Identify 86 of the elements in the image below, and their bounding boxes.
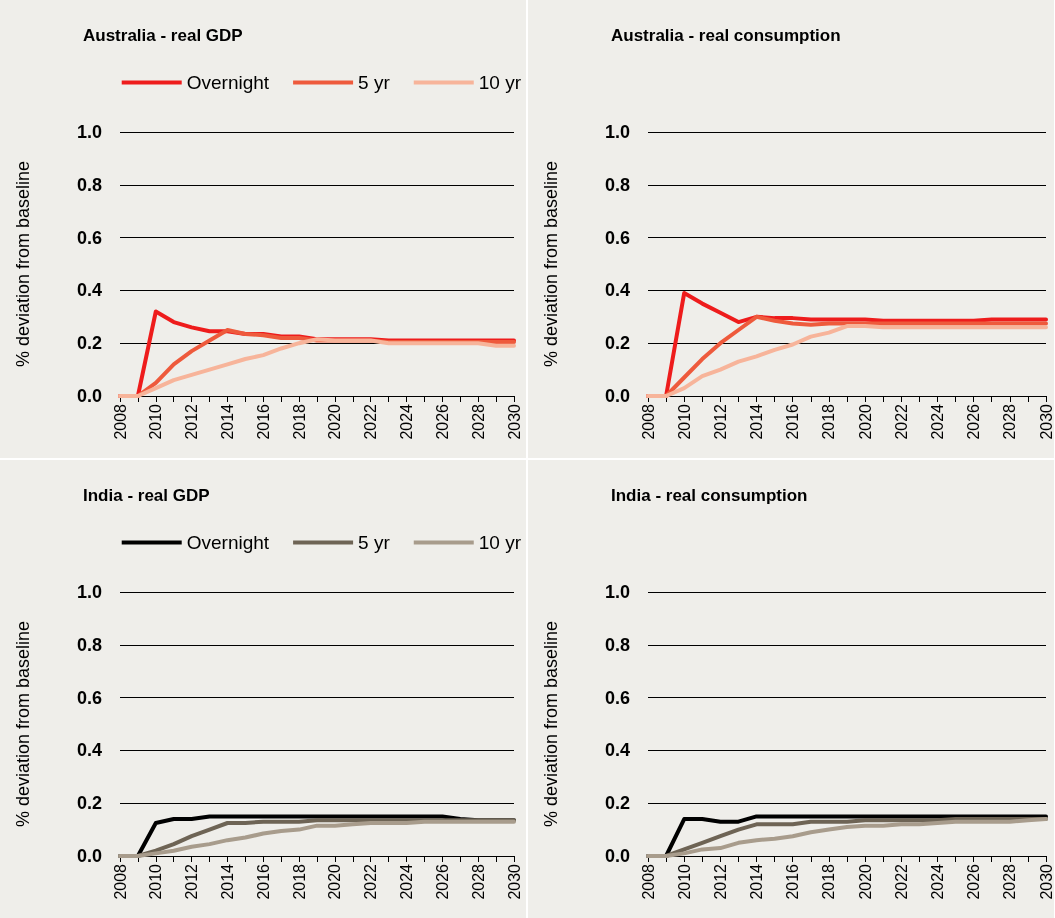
y-tick-label: 0.6 (604, 227, 630, 248)
y-tick-label: 0.6 (76, 227, 102, 248)
y-tick-label: 1.0 (604, 122, 630, 142)
x-tick-label: 2018 (820, 403, 838, 440)
x-tick-label: 2024 (928, 403, 946, 440)
x-tick-label: 2028 (1001, 863, 1019, 900)
y-tick-label: 0.6 (76, 687, 102, 708)
x-tick-label: 2028 (469, 863, 487, 900)
x-tick-label: 2016 (784, 863, 802, 900)
y-tick-label: 0.4 (76, 280, 102, 301)
x-tick-label: 2008 (639, 403, 657, 440)
x-tick-label: 2012 (183, 863, 201, 900)
x-tick-label: 2010 (675, 863, 693, 900)
legend-label: 5 yr (358, 72, 391, 93)
x-tick-label: 2026 (965, 403, 983, 440)
x-tick-label: 2008 (111, 403, 129, 440)
x-tick-label: 2018 (290, 403, 308, 440)
x-tick-label: 2016 (254, 403, 272, 440)
x-tick-label: 2018 (290, 863, 308, 900)
chart-title: Australia - real consumption (611, 26, 841, 45)
y-tick-label: 0.0 (604, 846, 630, 866)
x-tick-label: 2014 (218, 863, 236, 900)
chart-title: Australia - real GDP (83, 26, 243, 45)
x-tick-label: 2012 (711, 403, 729, 440)
y-axis-title: % deviation from baseline (13, 160, 33, 368)
x-tick-label: 2016 (254, 863, 272, 900)
x-tick-label: 2028 (1001, 403, 1019, 440)
y-axis-title: % deviation from baseline (13, 620, 33, 828)
x-tick-label: 2020 (326, 863, 344, 900)
x-tick-label: 2026 (965, 863, 983, 900)
y-tick-label: 0.0 (604, 386, 630, 406)
x-tick-label: 2024 (928, 863, 946, 900)
chart-title: India - real consumption (611, 486, 808, 505)
x-tick-label: 2024 (398, 863, 416, 900)
x-tick-label: 2026 (433, 403, 451, 440)
y-tick-label: 0.2 (604, 333, 630, 354)
x-tick-label: 2014 (218, 403, 236, 440)
y-tick-label: 0.8 (604, 634, 630, 655)
y-tick-label: 1.0 (76, 122, 102, 142)
y-tick-label: 0.4 (604, 740, 630, 761)
y-tick-label: 0.8 (604, 174, 630, 195)
x-tick-label: 2022 (892, 403, 910, 440)
y-tick-label: 0.2 (604, 793, 630, 814)
x-tick-label: 2012 (711, 863, 729, 900)
y-tick-label: 0.4 (76, 740, 102, 761)
legend-label: 10 yr (478, 532, 522, 553)
x-tick-label: 2008 (111, 863, 129, 900)
chart-title: India - real GDP (83, 486, 210, 505)
x-tick-label: 2018 (820, 863, 838, 900)
x-tick-label: 2028 (469, 403, 487, 440)
x-tick-label: 2022 (362, 863, 380, 900)
y-axis-title: % deviation from baseline (541, 160, 561, 368)
x-tick-label: 2010 (147, 403, 165, 440)
y-tick-label: 0.0 (76, 386, 102, 406)
x-tick-label: 2014 (748, 403, 766, 440)
x-tick-label: 2008 (639, 863, 657, 900)
x-tick-label: 2030 (1037, 403, 1055, 440)
y-tick-label: 0.2 (76, 333, 102, 354)
y-tick-label: 0.2 (76, 793, 102, 814)
y-tick-label: 0.6 (604, 687, 630, 708)
x-tick-label: 2016 (784, 403, 802, 440)
y-tick-label: 0.4 (604, 280, 630, 301)
x-tick-label: 2020 (856, 403, 874, 440)
x-tick-label: 2010 (675, 403, 693, 440)
x-tick-label: 2012 (183, 403, 201, 440)
legend-label: Overnight (186, 532, 270, 553)
x-tick-label: 2022 (362, 403, 380, 440)
y-tick-label: 0.0 (76, 846, 102, 866)
x-tick-label: 2026 (433, 863, 451, 900)
x-tick-label: 2010 (147, 863, 165, 900)
y-axis-title: % deviation from baseline (541, 620, 561, 828)
legend-label: Overnight (186, 72, 270, 93)
legend-label: 5 yr (358, 532, 391, 553)
legend-label: 10 yr (478, 72, 522, 93)
x-tick-label: 2030 (505, 403, 523, 440)
x-tick-label: 2020 (326, 403, 344, 440)
x-tick-label: 2020 (856, 863, 874, 900)
y-tick-label: 0.8 (76, 634, 102, 655)
x-tick-label: 2030 (1037, 863, 1055, 900)
y-tick-label: 1.0 (76, 582, 102, 602)
x-tick-label: 2024 (398, 403, 416, 440)
y-tick-label: 1.0 (604, 582, 630, 602)
x-tick-label: 2022 (892, 863, 910, 900)
y-tick-label: 0.8 (76, 174, 102, 195)
x-tick-label: 2014 (748, 863, 766, 900)
x-tick-label: 2030 (505, 863, 523, 900)
